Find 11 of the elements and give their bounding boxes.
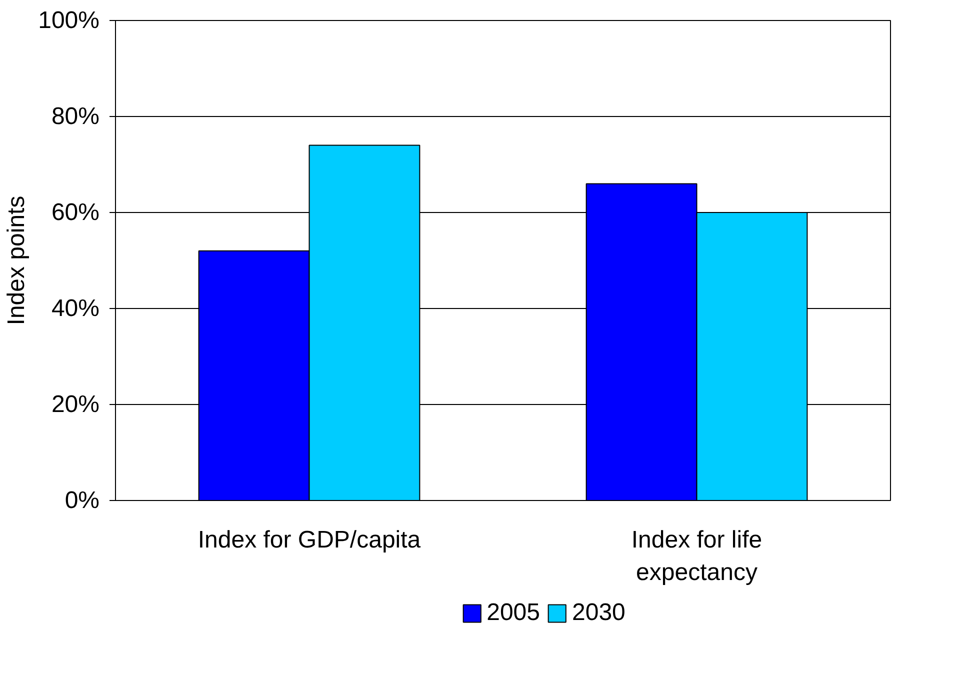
y-tick-label: 20% [51, 391, 100, 418]
legend-label: 2005 [486, 599, 540, 627]
y-tick-label: 80% [51, 103, 100, 130]
y-axis-title: Index points [3, 196, 30, 326]
x-tick-label: Index for GDP/capita [198, 526, 422, 554]
y-tick-label: 0% [64, 487, 100, 514]
y-tick-label: 100% [38, 7, 100, 34]
x-tick-label: Index for life expectancy [631, 526, 762, 586]
y-tick-label: 60% [51, 199, 100, 226]
legend-label: 2030 [572, 599, 626, 627]
y-tick-label: 40% [51, 295, 100, 322]
